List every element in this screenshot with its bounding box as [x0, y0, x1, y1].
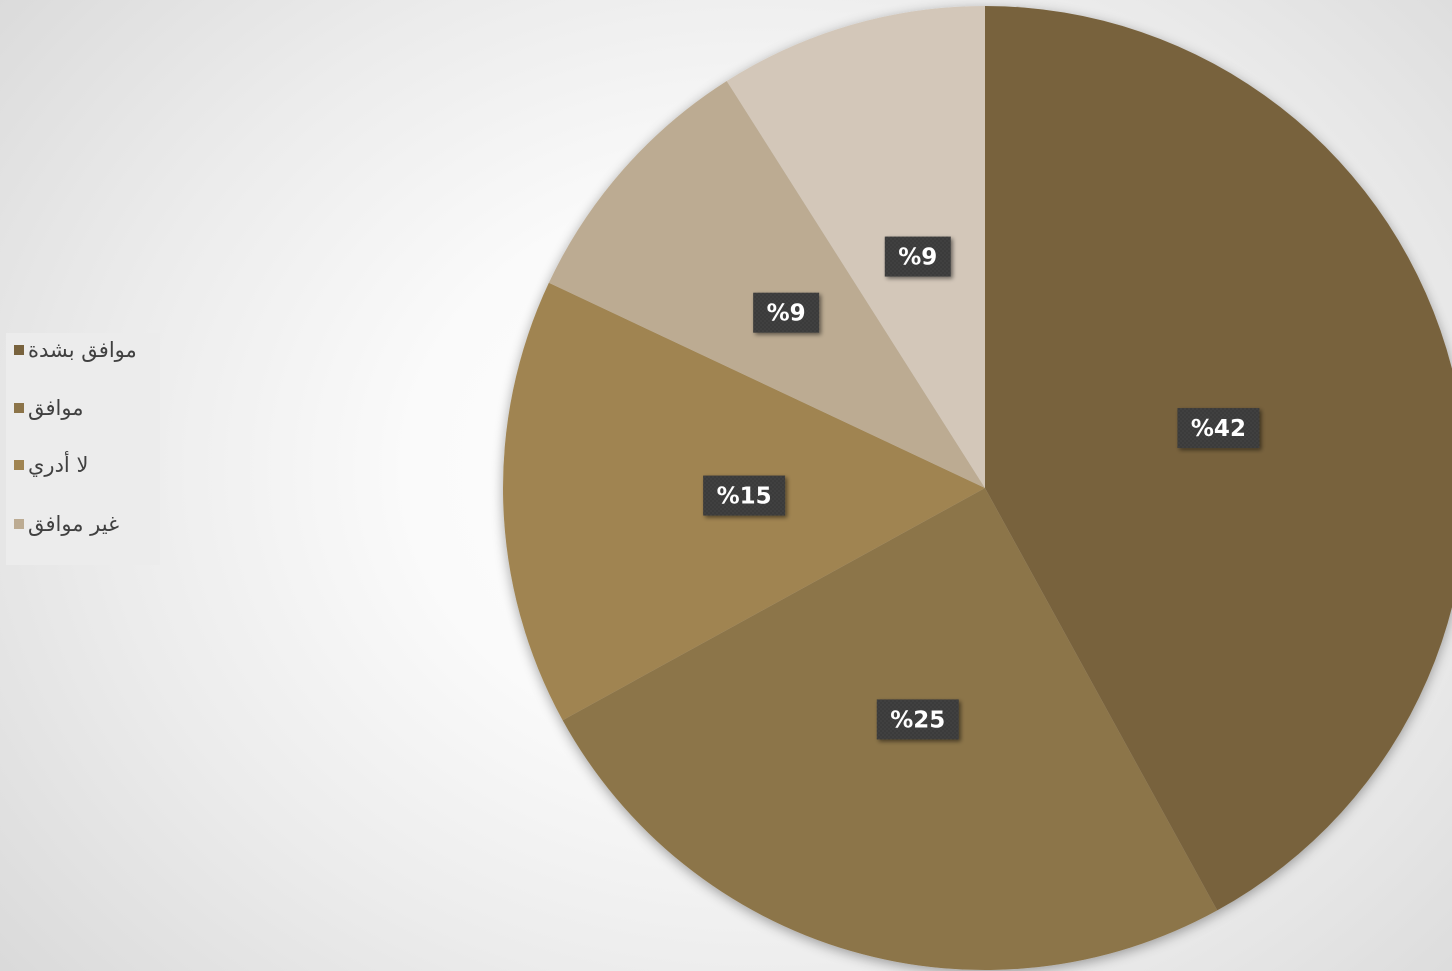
legend-item-strongly-agree: موافق بشدة: [14, 335, 137, 365]
legend-item-agree: موافق: [14, 393, 83, 423]
legend-item-disagree: غير موافق: [14, 509, 119, 539]
data-label: %42: [1177, 408, 1260, 449]
data-label-box: [753, 292, 820, 333]
data-label-text: %25: [890, 707, 945, 733]
legend-swatch: [14, 519, 24, 529]
pie-slices: [503, 6, 1452, 971]
legend-label: موافق بشدة: [28, 338, 137, 362]
legend-item-dont-know: لا أدري: [14, 450, 88, 480]
pie-slice: [548, 81, 985, 489]
data-label-text: %15: [717, 484, 772, 510]
pie-slice: [985, 6, 1452, 911]
pie-slice: [726, 6, 985, 488]
data-label-box: [884, 236, 951, 277]
data-label: %9: [753, 292, 820, 333]
data-label: %25: [876, 699, 959, 740]
legend-swatch: [14, 460, 24, 470]
pie-data-labels: %42 %25 %15 %9 %9: [703, 236, 1260, 740]
data-label-box: [876, 699, 959, 740]
legend-label: لا أدري: [28, 453, 89, 477]
data-label-box: [1177, 408, 1260, 449]
legend-swatch: [14, 345, 24, 355]
legend-label: موافق: [28, 396, 84, 420]
data-label: %9: [884, 236, 951, 277]
legend: موافق بشدة موافق لا أدري غير موافق: [6, 333, 160, 565]
legend-swatch: [14, 403, 24, 413]
legend-label: غير موافق: [28, 512, 120, 536]
data-label-text: %9: [767, 301, 806, 327]
data-label-text: %42: [1191, 416, 1246, 442]
data-label: %15: [703, 475, 786, 516]
data-label-box: [703, 475, 786, 516]
data-label-text: %9: [898, 245, 937, 271]
